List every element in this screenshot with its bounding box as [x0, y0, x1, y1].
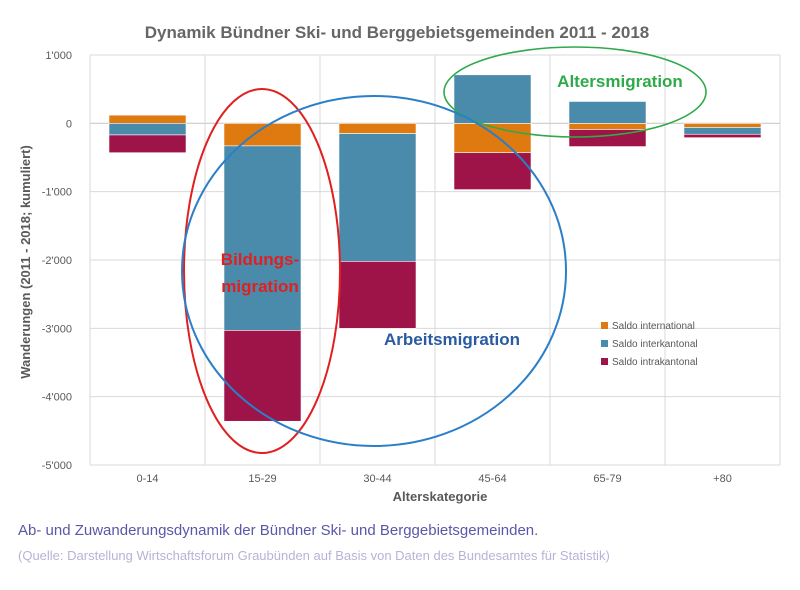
- legend-label: Saldo interkantonal: [612, 339, 698, 350]
- y-tick-label: -5'000: [42, 460, 72, 472]
- x-tick-label: 65-79: [593, 473, 621, 485]
- bar-segment-1: [338, 123, 417, 134]
- legend-swatch: [601, 322, 608, 329]
- legend-swatch: [601, 358, 608, 365]
- chart: Dynamik Bündner Ski- und Berggebietsgeme…: [18, 23, 781, 504]
- x-tick-label: +80: [713, 473, 732, 485]
- bar-segment-3: [683, 133, 762, 138]
- x-tick-label: 45-64: [478, 473, 506, 485]
- x-axis-label: Alterskategorie: [393, 489, 488, 504]
- legend-label: Saldo intrakantonal: [612, 357, 698, 368]
- annotation-altersmigration: Altersmigration: [557, 72, 683, 91]
- bar-segment-2: [108, 123, 187, 136]
- annotation-ellipse-bildungsmigration: [183, 88, 341, 454]
- x-tick-label: 0-14: [136, 473, 158, 485]
- y-tick-label: -1'000: [42, 187, 72, 199]
- bar-segment-1: [223, 123, 302, 147]
- bar-segment-3: [223, 330, 302, 422]
- bar-segment-1: [683, 123, 762, 128]
- bar-segment-2: [568, 101, 647, 124]
- bar-segment-2: [223, 145, 302, 331]
- figure-caption: Ab- und Zuwanderungsdynamik der Bündner …: [18, 522, 539, 539]
- y-tick-label: -4'000: [42, 392, 72, 404]
- annotation-ellipse-arbeitsmigration: [181, 95, 567, 447]
- annotation-bildungsmigration-line1: Bildungs-: [221, 250, 299, 269]
- x-tick-label: 30-44: [363, 473, 391, 485]
- y-axis-label: Wanderungen (2011 - 2018; kumuliert): [18, 145, 33, 379]
- y-tick-label: -3'000: [42, 323, 72, 335]
- bar-segment-1: [453, 123, 532, 154]
- bar-segment-2: [453, 74, 532, 124]
- legend-swatch: [601, 340, 608, 347]
- y-tick-labels: 1'000 0 -1'000 -2'000 -3'000 -4'000 -5'000: [42, 50, 72, 472]
- bar-segment-2: [683, 127, 762, 135]
- y-tick-label: 0: [66, 118, 72, 130]
- bar-segment-1: [568, 123, 647, 130]
- chart-title: Dynamik Bündner Ski- und Berggebietsgeme…: [145, 23, 650, 42]
- bar-segment-3: [338, 261, 417, 329]
- bar-segment-2: [338, 133, 417, 262]
- y-tick-label: 1'000: [45, 50, 72, 62]
- legend-label: Saldo international: [612, 321, 695, 332]
- gridlines: [89, 54, 781, 466]
- annotation-ellipse-altersmigration: [443, 46, 707, 138]
- bar-segment-3: [453, 152, 532, 190]
- x-tick-labels: 0-14 15-29 30-44 45-64 65-79 +80: [136, 473, 731, 485]
- annotation-arbeitsmigration: Arbeitsmigration: [384, 330, 520, 349]
- y-tick-label: -2'000: [42, 255, 72, 267]
- annotation-bildungsmigration-line2: migration: [221, 277, 298, 296]
- bar-segment-1: [108, 114, 187, 124]
- legend: Saldo international Saldo interkantonal Sa…: [601, 321, 698, 368]
- bar-segment-3: [108, 134, 187, 154]
- annotations: Altersmigration Bildungs-migration Arbeits…: [181, 46, 707, 454]
- x-tick-label: 15-29: [248, 473, 276, 485]
- figure-source: (Quelle: Darstellung Wirtschaftsforum Gr…: [18, 548, 610, 563]
- bars: [108, 74, 762, 422]
